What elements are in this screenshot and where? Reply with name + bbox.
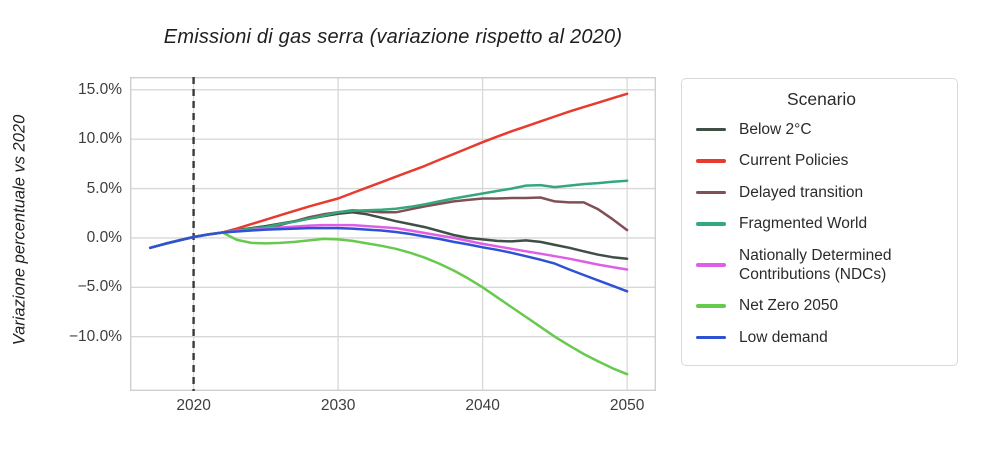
- legend-item-nationally-determined-contributions-ndcs: Nationally Determined Contributions (NDC…: [696, 240, 947, 291]
- legend-item-label: Current Policies: [739, 152, 849, 170]
- y-tick-label: 15.0%: [78, 80, 122, 98]
- series-line-net-zero-2050: [148, 231, 629, 376]
- y-tick-label: 5.0%: [86, 179, 122, 197]
- legend-swatch-line: [696, 263, 726, 267]
- legend-item-delayed-transition: Delayed transition: [696, 177, 947, 208]
- x-tick-label: 2030: [320, 397, 356, 414]
- legend-item-current-policies: Current Policies: [696, 145, 947, 176]
- x-tick-label: 2050: [609, 397, 645, 414]
- plot-border: [130, 77, 656, 391]
- y-tick-label: −5.0%: [77, 278, 122, 296]
- plot-area: [130, 77, 656, 391]
- legend-item-fragmented-world: Fragmented World: [696, 208, 947, 239]
- legend-item-label: Fragmented World: [739, 215, 868, 233]
- series-line-below-2-c: [148, 211, 629, 260]
- legend-item-label: Delayed transition: [739, 183, 864, 201]
- x-tick-label: 2040: [465, 397, 500, 414]
- legend-item-label: Low demand: [739, 328, 828, 346]
- legend-swatch-line: [696, 190, 726, 195]
- legend-swatch-line: [696, 335, 726, 340]
- chart-title: Emissioni di gas serra (variazione rispe…: [163, 26, 623, 48]
- legend-items: Below 2°C Current Policies Delayed transit…: [696, 114, 947, 353]
- legend-item-label: Nationally Determined Contributions (NDC…: [739, 246, 892, 283]
- series-line-current-policies: [148, 92, 629, 250]
- legend-item-below-2-c: Below 2°C: [696, 114, 947, 145]
- legend-swatch-line: [696, 222, 726, 226]
- y-tick-label: 0.0%: [86, 228, 122, 246]
- legend-title: Scenario: [786, 89, 857, 109]
- legend-swatch-line: [696, 304, 726, 308]
- y-tick-label: 10.0%: [78, 130, 122, 148]
- legend-item-label: Below 2°C: [739, 121, 812, 138]
- series-line-low-demand: [148, 226, 629, 293]
- series-line-delayed-transition: [148, 196, 629, 250]
- legend-swatch-line: [696, 127, 726, 132]
- y-tick-label: −10.0%: [68, 327, 122, 345]
- legend-swatch-line: [696, 159, 726, 163]
- legend: Scenario Below 2°C Current Policies Delaye…: [681, 78, 958, 366]
- legend-item-low-demand: Low demand: [696, 322, 947, 353]
- legend-item-net-zero-2050: Net Zero 2050: [696, 290, 947, 321]
- legend-item-label: Net Zero 2050: [739, 297, 839, 315]
- x-tick-label: 2020: [176, 397, 211, 414]
